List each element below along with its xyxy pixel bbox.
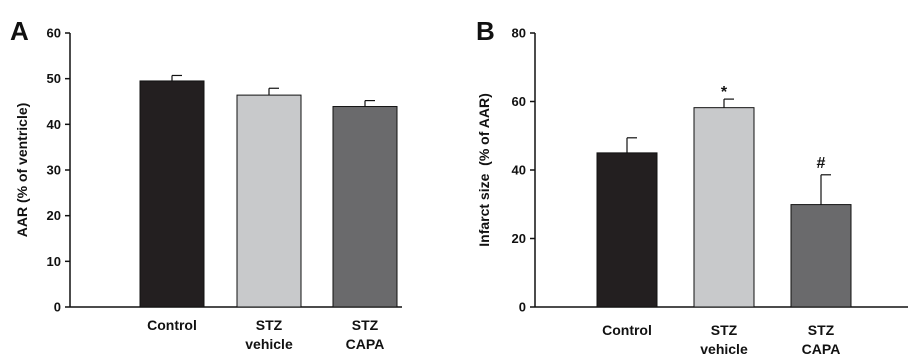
y-tick-label: 0 [519, 300, 526, 315]
category-label: vehicle [700, 341, 748, 355]
y-tick-label: 30 [47, 163, 61, 178]
bar [236, 94, 302, 308]
category-label: vehicle [245, 336, 293, 352]
y-tick-label: 40 [47, 117, 61, 132]
panel-b: B 0 20 40 60 80 Infarct size (% of AAR) Control… [476, 16, 908, 355]
y-tick-label: 60 [512, 94, 526, 109]
category-label: CAPA [802, 341, 841, 355]
panel-letter: B [476, 16, 495, 46]
y-tick-label: 60 [47, 26, 61, 41]
category-label: STZ [808, 322, 835, 338]
y-tick-label: 80 [512, 26, 526, 41]
bar [139, 80, 205, 308]
y-tick-label: 10 [47, 254, 61, 269]
y-axis-title: AAR (% of ventricle) [14, 103, 30, 238]
y-tick-label: 50 [47, 71, 61, 86]
category-label: CAPA [346, 336, 385, 352]
bar [596, 152, 658, 308]
significance-marker: # [817, 155, 826, 172]
category-label: STZ [711, 322, 738, 338]
category-label: STZ [352, 317, 379, 333]
bar [790, 204, 852, 308]
panel-letter: A [10, 16, 29, 46]
panel-a: A 0 10 20 30 40 50 60 AAR (% of ventricle) Contro… [10, 16, 402, 352]
y-tick-label: 40 [512, 163, 526, 178]
y-tick-label: 0 [54, 300, 61, 315]
category-label: STZ [256, 317, 283, 333]
category-label: Control [602, 322, 652, 338]
bar [693, 107, 755, 308]
y-tick-label: 20 [512, 231, 526, 246]
category-label: Control [147, 317, 197, 333]
y-axis-title: Infarct size (% of AAR) [476, 93, 492, 247]
bar [332, 106, 398, 308]
y-tick-label: 20 [47, 208, 61, 223]
significance-marker: * [721, 84, 728, 101]
